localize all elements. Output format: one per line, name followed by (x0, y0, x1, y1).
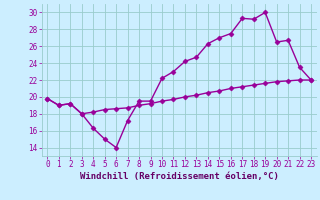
X-axis label: Windchill (Refroidissement éolien,°C): Windchill (Refroidissement éolien,°C) (80, 172, 279, 181)
